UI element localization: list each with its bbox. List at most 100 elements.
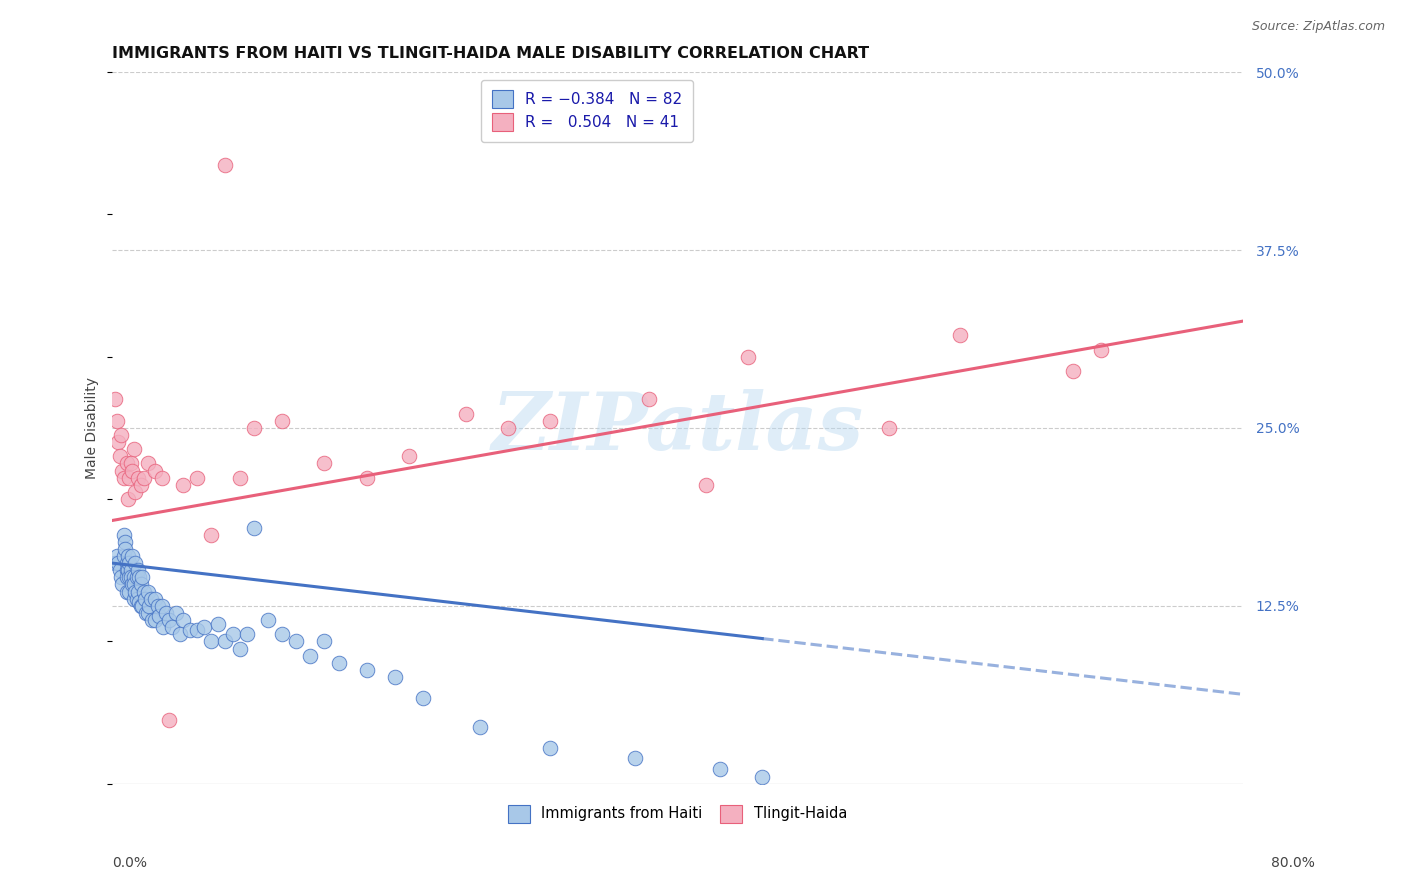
Point [257, 613, 280, 627]
Point [114, 541, 136, 556]
Point [186, 623, 208, 637]
Point [1062, 364, 1084, 378]
Point [122, 591, 145, 606]
Point [285, 634, 308, 648]
Point [107, 435, 129, 450]
Point [143, 464, 166, 478]
Point [538, 414, 561, 428]
Point [127, 563, 149, 577]
Point [120, 457, 142, 471]
Point [122, 570, 145, 584]
Point [136, 606, 159, 620]
Point [356, 663, 378, 677]
Point [124, 584, 146, 599]
Point [139, 591, 162, 606]
Point [127, 584, 149, 599]
Point [125, 570, 148, 584]
Point [143, 591, 166, 606]
Point [200, 527, 222, 541]
Point [412, 691, 434, 706]
Point [118, 570, 141, 584]
Point [157, 713, 180, 727]
Point [356, 471, 378, 485]
Point [496, 421, 519, 435]
Point [131, 570, 153, 584]
Point [150, 471, 173, 485]
Point [148, 608, 170, 623]
Point [124, 556, 146, 570]
Legend: Immigrants from Haiti, Tlingit-Haida: Immigrants from Haiti, Tlingit-Haida [501, 797, 855, 830]
Point [228, 641, 250, 656]
Point [695, 478, 717, 492]
Point [107, 556, 129, 570]
Point [129, 599, 152, 613]
Point [221, 627, 243, 641]
Point [118, 471, 141, 485]
Point [111, 464, 134, 478]
Text: Source: ZipAtlas.com: Source: ZipAtlas.com [1251, 20, 1385, 33]
Point [143, 613, 166, 627]
Point [138, 599, 160, 613]
Point [172, 613, 194, 627]
Point [228, 471, 250, 485]
Point [1090, 343, 1112, 357]
Point [146, 599, 169, 613]
Point [214, 634, 236, 648]
Point [152, 620, 174, 634]
Point [115, 570, 138, 584]
Point [169, 627, 191, 641]
Point [136, 584, 159, 599]
Point [242, 421, 264, 435]
Point [127, 471, 149, 485]
Point [120, 563, 142, 577]
Point [384, 670, 406, 684]
Point [115, 457, 138, 471]
Point [751, 770, 773, 784]
Point [122, 577, 145, 591]
Point [117, 549, 139, 563]
Text: 0.0%: 0.0% [112, 855, 148, 870]
Y-axis label: Male Disability: Male Disability [86, 377, 100, 479]
Point [108, 450, 131, 464]
Point [538, 741, 561, 756]
Point [157, 613, 180, 627]
Point [114, 534, 136, 549]
Point [207, 617, 229, 632]
Text: ZIPatlas: ZIPatlas [492, 389, 863, 467]
Point [328, 656, 350, 670]
Point [122, 442, 145, 457]
Point [132, 584, 155, 599]
Point [468, 720, 491, 734]
Point [129, 478, 152, 492]
Point [132, 471, 155, 485]
Point [141, 613, 163, 627]
Point [398, 450, 420, 464]
Point [314, 457, 336, 471]
Point [118, 584, 141, 599]
Point [214, 158, 236, 172]
Point [131, 599, 153, 613]
Point [121, 464, 143, 478]
Point [271, 627, 294, 641]
Point [129, 577, 152, 591]
Point [115, 584, 138, 599]
Point [879, 421, 901, 435]
Point [118, 556, 141, 570]
Point [117, 492, 139, 507]
Point [949, 328, 972, 343]
Point [112, 471, 135, 485]
Point [709, 763, 731, 777]
Point [111, 577, 134, 591]
Point [112, 527, 135, 541]
Point [128, 570, 150, 584]
Point [110, 428, 132, 442]
Text: 80.0%: 80.0% [1271, 855, 1315, 870]
Point [172, 478, 194, 492]
Text: IMMIGRANTS FROM HAITI VS TLINGIT-HAIDA MALE DISABILITY CORRELATION CHART: IMMIGRANTS FROM HAITI VS TLINGIT-HAIDA M… [112, 46, 870, 62]
Point [314, 634, 336, 648]
Point [179, 623, 201, 637]
Point [638, 392, 661, 407]
Point [299, 648, 322, 663]
Point [105, 549, 128, 563]
Point [134, 591, 156, 606]
